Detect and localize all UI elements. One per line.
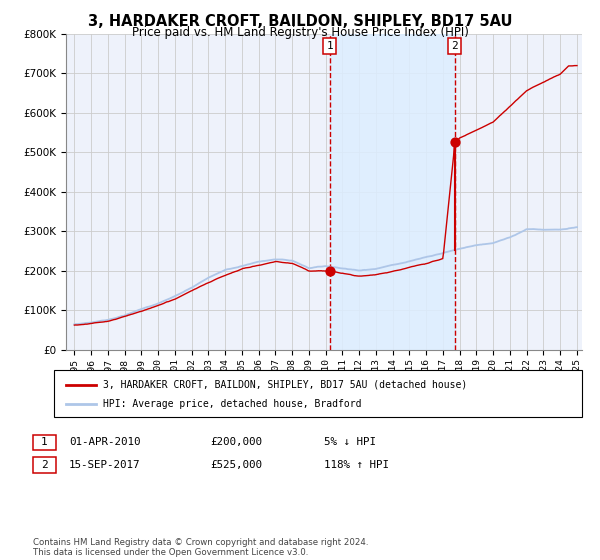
Point — [325, 267, 335, 276]
Point — [450, 138, 460, 147]
Text: 2: 2 — [41, 460, 48, 470]
Text: 15-SEP-2017: 15-SEP-2017 — [69, 460, 140, 470]
Bar — [330, 34, 455, 350]
Text: £200,000: £200,000 — [210, 437, 262, 447]
Text: 3, HARDAKER CROFT, BAILDON, SHIPLEY, BD17 5AU: 3, HARDAKER CROFT, BAILDON, SHIPLEY, BD1… — [88, 14, 512, 29]
Text: 1: 1 — [41, 437, 48, 447]
Text: HPI: Average price, detached house, Bradford: HPI: Average price, detached house, Brad… — [103, 399, 362, 409]
Text: £525,000: £525,000 — [210, 460, 262, 470]
Text: Contains HM Land Registry data © Crown copyright and database right 2024.
This d: Contains HM Land Registry data © Crown c… — [33, 538, 368, 557]
Text: 118% ↑ HPI: 118% ↑ HPI — [324, 460, 389, 470]
Text: Price paid vs. HM Land Registry's House Price Index (HPI): Price paid vs. HM Land Registry's House … — [131, 26, 469, 39]
Text: 3, HARDAKER CROFT, BAILDON, SHIPLEY, BD17 5AU (detached house): 3, HARDAKER CROFT, BAILDON, SHIPLEY, BD1… — [103, 380, 467, 390]
Text: 01-APR-2010: 01-APR-2010 — [69, 437, 140, 447]
Text: 2: 2 — [451, 41, 458, 52]
Text: 5% ↓ HPI: 5% ↓ HPI — [324, 437, 376, 447]
Text: 1: 1 — [326, 41, 333, 52]
